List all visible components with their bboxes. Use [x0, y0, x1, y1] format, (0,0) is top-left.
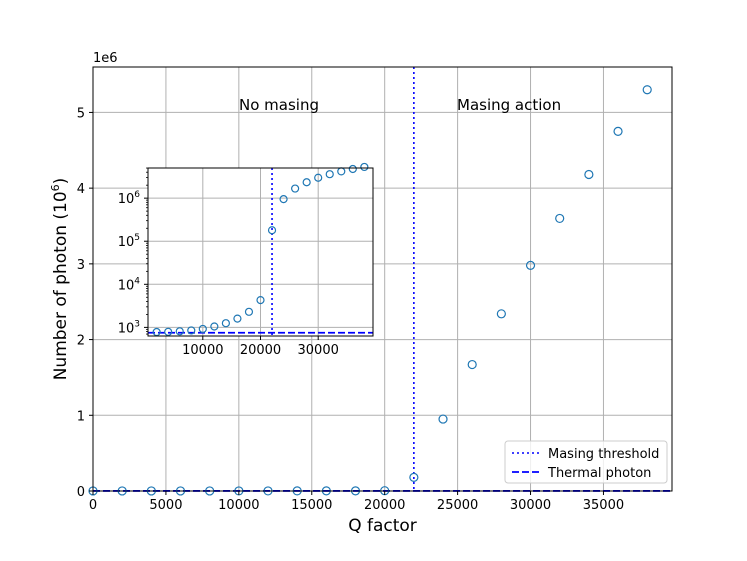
- inset-point-5: [210, 322, 219, 331]
- main-axes-frame: [92, 66, 673, 492]
- inset-x-ticks: 10000 20000 30000: [182, 336, 339, 358]
- inset-x-tick-label-1: 20000: [240, 343, 281, 358]
- y-axis-label-base: Number of photon (10: [51, 191, 71, 380]
- inset-y-tick-label-2: 105: [118, 233, 140, 250]
- legend-label-thermal: Thermal photon: [547, 466, 651, 481]
- inset-point-18: [360, 162, 369, 172]
- main-y-ticks: 0 1 2 3 4 5: [77, 106, 93, 500]
- inset-y-tick-label-0: 103: [118, 319, 140, 336]
- inset-chart: 10000 20000 30000 103 104 105 106: [118, 162, 374, 358]
- inset-x-tick-label-0: 10000: [182, 343, 223, 358]
- main-y-tick-label-3: 3: [77, 258, 85, 273]
- main-y-tick-label-4: 4: [77, 182, 85, 197]
- main-point-19: [642, 85, 652, 95]
- main-point-13: [467, 359, 477, 370]
- inset-point-7: [233, 314, 242, 323]
- inset-point-3: [187, 326, 196, 335]
- y-axis-label: Number of photon (106): [49, 178, 71, 381]
- main-x-tick-label-4: 20000: [364, 498, 405, 513]
- main-point-11: [409, 472, 419, 482]
- y-offset-text: 1e6: [93, 51, 118, 66]
- legend-label-threshold: Masing threshold: [548, 447, 659, 462]
- inset-point-17: [348, 164, 357, 174]
- inset-point-9: [256, 295, 265, 305]
- main-x-tick-label-3: 15000: [291, 498, 332, 513]
- inset-y-tick-label-1: 104: [118, 276, 141, 293]
- inset-point-15: [325, 170, 334, 179]
- main-y-tick-label-1: 1: [77, 409, 85, 424]
- inset-y-tick-label-3: 106: [118, 190, 141, 207]
- inset-point-12: [291, 184, 300, 193]
- main-point-12: [438, 414, 448, 424]
- main-x-tick-label-1: 5000: [149, 498, 182, 513]
- inset-y-ticks: 103 104 105 106: [118, 167, 148, 336]
- inset-point-14: [314, 173, 323, 182]
- inset-point-4: [198, 324, 207, 334]
- main-x-tick-label-6: 30000: [510, 498, 551, 513]
- main-x-tick-label-5: 25000: [437, 498, 478, 513]
- main-x-tick-label-7: 35000: [583, 498, 624, 513]
- legend-box: [504, 440, 668, 484]
- y-axis-label-end: ): [51, 178, 71, 185]
- x-axis-label: Q factor: [348, 516, 417, 536]
- inset-point-2: [175, 327, 184, 336]
- main-x-tick-label-0: 0: [89, 498, 97, 513]
- inset-point-8: [244, 307, 254, 316]
- annotation-masing-action: Masing action: [457, 96, 561, 114]
- inset-data-points: [152, 162, 369, 337]
- inset-point-6: [221, 319, 230, 328]
- main-point-16: [555, 213, 565, 224]
- main-x-tick-label-2: 10000: [218, 498, 259, 513]
- main-point-18: [613, 126, 623, 136]
- main-point-15: [525, 260, 536, 270]
- main-x-ticks: 0 5000 10000 15000 20000 25000 30000 35000: [89, 491, 624, 513]
- inset-point-1: [164, 327, 173, 336]
- y-axis-label-sup: 6: [49, 184, 62, 191]
- annotation-no-masing: No masing: [239, 96, 319, 114]
- inset-x-tick-label-2: 30000: [298, 343, 339, 358]
- legend: Masing threshold Thermal photon: [504, 440, 668, 484]
- inset-point-10: [267, 226, 277, 235]
- main-y-tick-label-0: 0: [77, 485, 85, 500]
- inset-point-11: [279, 195, 288, 204]
- inset-point-13: [302, 178, 311, 187]
- inset-grid: [148, 168, 373, 336]
- main-y-tick-label-5: 5: [77, 106, 85, 121]
- main-point-17: [584, 169, 594, 180]
- main-y-tick-label-2: 2: [77, 334, 85, 349]
- main-point-14: [496, 309, 506, 319]
- inset-reference-lines: [148, 168, 373, 336]
